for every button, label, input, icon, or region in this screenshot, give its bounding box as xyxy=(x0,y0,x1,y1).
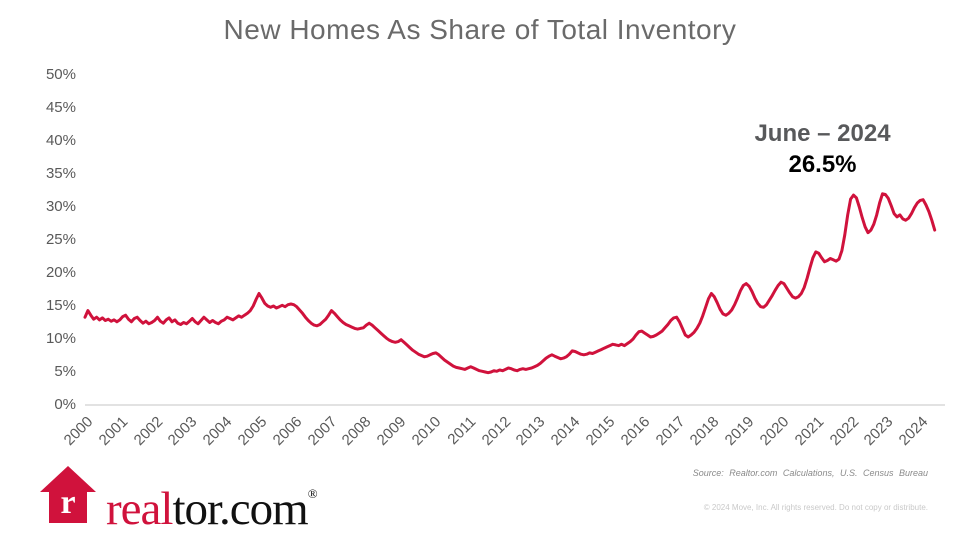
y-axis-label: 35% xyxy=(45,165,76,182)
inventory-share-line-series xyxy=(83,192,937,375)
y-axis-label: 10% xyxy=(45,330,76,347)
y-axis-label: 5% xyxy=(54,363,76,380)
line-chart: 50% 45% 40% 35% 30% 25% 20% 15% 10% 5% 0% 2000 2001… xyxy=(45,66,945,449)
realtor-house-icon: r xyxy=(40,466,96,523)
y-axis-label: 15% xyxy=(45,297,76,314)
wordmark-torcom: tor.com xyxy=(172,483,308,535)
annotation-june-2024: June – 2024 26.5% xyxy=(700,120,945,179)
y-axis-label: 0% xyxy=(54,396,76,413)
house-letter: r xyxy=(60,484,75,521)
house-shape xyxy=(40,466,96,523)
registered-trademark-mark: ® xyxy=(307,486,318,501)
realtor-wordmark: realtor.com® xyxy=(106,468,318,535)
copyright-note: © 2024 Move, Inc. All rights reserved. D… xyxy=(703,503,928,512)
chart-svg xyxy=(83,192,945,406)
footer: r realtor.com® Source: Realtor.com Calcu… xyxy=(0,460,960,540)
annotation-value-label: 26.5% xyxy=(788,151,857,178)
y-axis-label: 40% xyxy=(45,132,76,149)
source-note: Source: Realtor.com Calculations, U.S. C… xyxy=(692,468,928,478)
annotation-date-label: June – 2024 xyxy=(754,120,891,147)
realtor-logo: r realtor.com® xyxy=(40,466,318,535)
y-axis-label: 50% xyxy=(45,66,76,83)
wordmark-real: real xyxy=(106,483,173,535)
y-axis-label: 45% xyxy=(45,99,76,116)
y-axis-label: 25% xyxy=(45,231,76,248)
y-axis-label: 30% xyxy=(45,198,76,215)
y-axis-label: 20% xyxy=(45,264,76,281)
chart-title: New Homes As Share of Total Inventory xyxy=(223,14,737,45)
